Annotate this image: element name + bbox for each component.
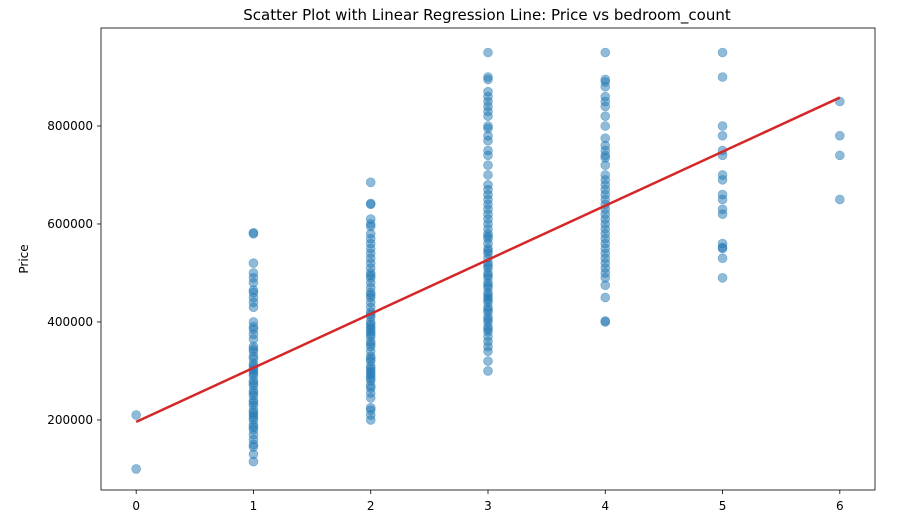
data-point xyxy=(600,91,611,102)
y-axis-label: Price xyxy=(17,244,31,273)
data-point xyxy=(717,72,728,82)
data-point xyxy=(483,170,493,180)
data-point xyxy=(600,111,611,121)
data-point xyxy=(600,133,611,144)
data-point xyxy=(835,150,845,161)
data-point xyxy=(600,47,611,58)
x-tick-label: 6 xyxy=(836,499,844,513)
data-point xyxy=(600,74,611,85)
y-tick-label: 200000 xyxy=(47,413,93,427)
data-point xyxy=(600,292,611,303)
y-tick-label: 800000 xyxy=(47,119,93,133)
data-point xyxy=(835,130,845,141)
data-point xyxy=(483,121,493,131)
x-tick-label: 0 xyxy=(132,499,140,513)
data-point xyxy=(600,121,611,131)
data-point xyxy=(483,366,493,376)
y-tick-label: 600000 xyxy=(47,217,93,231)
data-point xyxy=(835,194,845,205)
data-point xyxy=(365,198,376,209)
data-point xyxy=(483,86,493,97)
data-point xyxy=(717,170,728,180)
x-tick-label: 5 xyxy=(719,499,727,513)
data-point xyxy=(248,227,259,238)
data-point xyxy=(600,170,611,180)
data-point xyxy=(600,316,611,326)
data-point xyxy=(365,402,376,413)
data-point xyxy=(483,356,493,366)
data-point xyxy=(717,238,728,249)
data-point xyxy=(365,177,376,188)
points-layer xyxy=(131,47,845,474)
data-point xyxy=(717,130,728,141)
data-point xyxy=(483,47,493,58)
data-point xyxy=(248,258,259,268)
data-point xyxy=(717,204,728,215)
y-axis: 200000 400000 600000 800000 xyxy=(47,119,101,427)
x-tick-label: 1 xyxy=(250,499,258,513)
y-tick-label: 400000 xyxy=(47,315,93,329)
data-point xyxy=(483,160,493,170)
x-axis: 0 1 2 3 4 5 6 xyxy=(132,490,844,513)
data-point xyxy=(483,179,493,190)
data-point xyxy=(717,189,728,200)
data-point xyxy=(717,253,728,264)
x-tick-label: 3 xyxy=(484,499,492,513)
data-point xyxy=(248,268,259,278)
chart-title: Scatter Plot with Linear Regression Line… xyxy=(243,6,731,25)
data-point xyxy=(717,121,728,131)
data-point xyxy=(717,47,728,58)
x-tick-label: 2 xyxy=(367,499,375,513)
data-point xyxy=(248,317,259,327)
data-point xyxy=(131,464,141,474)
data-point xyxy=(717,273,728,283)
data-point xyxy=(131,410,141,420)
data-point xyxy=(483,145,493,156)
data-point xyxy=(365,214,376,224)
regression-layer xyxy=(135,96,841,424)
data-point xyxy=(483,72,493,82)
x-tick-label: 4 xyxy=(601,499,609,513)
regression-line xyxy=(135,96,841,424)
